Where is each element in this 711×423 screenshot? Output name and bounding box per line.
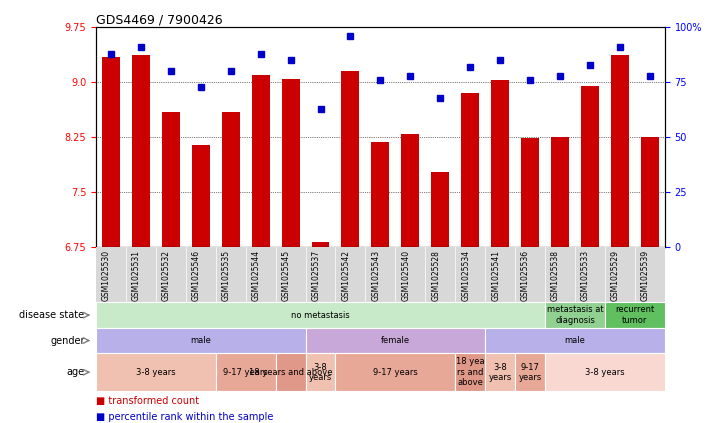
Bar (306, 328, 485, 353)
Text: GSM1025538: GSM1025538 (551, 250, 560, 301)
Bar (611, 55, 629, 247)
Bar (491, 80, 509, 247)
Bar (311, 242, 329, 247)
Text: 18 years and above: 18 years and above (249, 368, 332, 377)
Text: GSM1025541: GSM1025541 (491, 250, 500, 301)
Text: 3-8
years: 3-8 years (488, 363, 512, 382)
Text: 9-17 years: 9-17 years (373, 368, 418, 377)
Text: 3-8 years: 3-8 years (136, 368, 176, 377)
Text: GSM1025543: GSM1025543 (371, 250, 380, 301)
Text: GSM1025537: GSM1025537 (311, 250, 321, 301)
Bar (551, 137, 569, 247)
Bar (401, 134, 419, 247)
Bar (641, 137, 659, 247)
Text: GSM1025544: GSM1025544 (252, 250, 261, 301)
Bar (96, 302, 545, 328)
Text: GSM1025536: GSM1025536 (521, 250, 530, 301)
Text: 9-17 years: 9-17 years (223, 368, 268, 377)
Text: disease state: disease state (19, 310, 85, 320)
Text: GDS4469 / 7900426: GDS4469 / 7900426 (96, 14, 223, 26)
Text: age: age (67, 367, 85, 377)
Text: GSM1025539: GSM1025539 (641, 250, 650, 301)
Bar (276, 353, 306, 391)
Bar (102, 57, 120, 247)
Text: GSM1025531: GSM1025531 (132, 250, 141, 301)
Bar (222, 112, 240, 247)
Bar (485, 328, 665, 353)
Text: no metastasis: no metastasis (291, 310, 350, 320)
Bar (96, 353, 215, 391)
Text: male: male (565, 336, 585, 345)
Text: GSM1025532: GSM1025532 (162, 250, 171, 301)
Text: ■ percentile rank within the sample: ■ percentile rank within the sample (96, 412, 273, 423)
Text: GSM1025540: GSM1025540 (401, 250, 410, 301)
Bar (455, 353, 485, 391)
Bar (545, 302, 605, 328)
Bar (371, 142, 390, 247)
Bar (132, 55, 150, 247)
Bar (336, 353, 455, 391)
Text: GSM1025542: GSM1025542 (341, 250, 351, 301)
Bar (521, 138, 539, 247)
Bar (545, 353, 665, 391)
Bar (306, 353, 336, 391)
Bar (341, 71, 360, 247)
Bar (192, 145, 210, 247)
Text: GSM1025529: GSM1025529 (611, 250, 620, 301)
Text: GSM1025528: GSM1025528 (432, 250, 440, 301)
Bar (515, 353, 545, 391)
Text: 3-8 years: 3-8 years (585, 368, 625, 377)
Text: GSM1025546: GSM1025546 (192, 250, 201, 301)
Bar (461, 93, 479, 247)
Text: female: female (381, 336, 410, 345)
Text: male: male (191, 336, 211, 345)
Text: 9-17
years: 9-17 years (518, 363, 542, 382)
Text: GSM1025545: GSM1025545 (282, 250, 291, 301)
Text: ■ transformed count: ■ transformed count (96, 396, 199, 406)
Text: GSM1025534: GSM1025534 (461, 250, 470, 301)
Bar (485, 353, 515, 391)
Text: recurrent
tumor: recurrent tumor (615, 305, 654, 325)
Bar (252, 75, 269, 247)
Text: GSM1025533: GSM1025533 (581, 250, 590, 301)
Text: GSM1025530: GSM1025530 (102, 250, 111, 301)
Bar (282, 79, 299, 247)
Bar (581, 86, 599, 247)
Bar (432, 172, 449, 247)
Text: metastasis at
diagnosis: metastasis at diagnosis (547, 305, 604, 325)
Bar (215, 353, 276, 391)
Text: gender: gender (50, 335, 85, 346)
Bar (162, 112, 180, 247)
Bar (605, 302, 665, 328)
Text: GSM1025535: GSM1025535 (222, 250, 230, 301)
Text: 3-8
years: 3-8 years (309, 363, 332, 382)
Bar (96, 328, 306, 353)
Text: 18 yea
rs and
above: 18 yea rs and above (456, 357, 484, 387)
